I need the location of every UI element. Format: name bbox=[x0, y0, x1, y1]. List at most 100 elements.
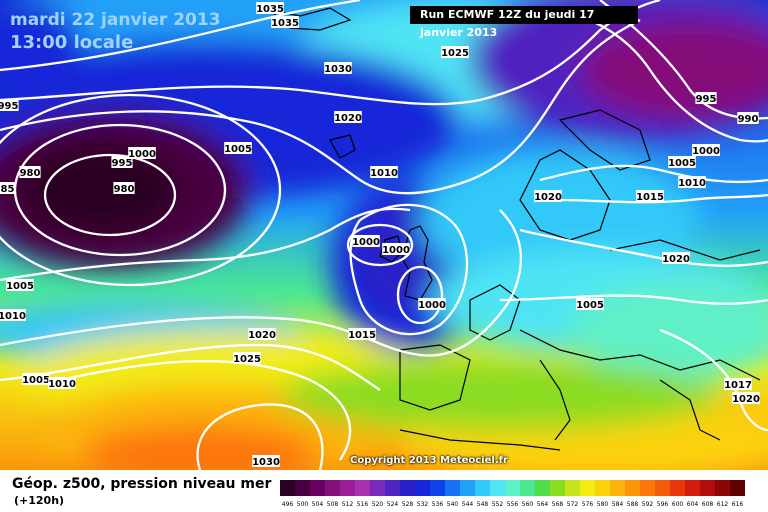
isobar-label-bg bbox=[678, 176, 706, 188]
isobar-label-bg bbox=[724, 378, 752, 390]
isobar-label-bg bbox=[576, 298, 604, 310]
scale-tick-label: 500 bbox=[297, 501, 309, 508]
scale-swatch-536 bbox=[430, 480, 445, 496]
isobar-label: 1000 bbox=[692, 146, 720, 157]
scale-swatch-600 bbox=[670, 480, 685, 496]
scale-tick-label: 580 bbox=[597, 501, 609, 508]
scale-swatch-556 bbox=[505, 480, 520, 496]
scale-tick-label: 544 bbox=[462, 501, 474, 508]
isobar-label: 1015 bbox=[636, 192, 664, 203]
isobar-label: 1005 bbox=[224, 144, 252, 155]
scale-tick-label: 552 bbox=[492, 501, 504, 508]
isobar-label: 985 bbox=[0, 184, 14, 195]
isobar-label-bg bbox=[256, 2, 284, 14]
isobar-label-bg bbox=[224, 142, 252, 154]
isobar-label-bg bbox=[334, 111, 362, 123]
coastlines bbox=[267, 7, 761, 451]
isobar-label-bg bbox=[128, 147, 156, 159]
scale-swatch-604 bbox=[685, 480, 700, 496]
isobar-label-bg bbox=[19, 166, 41, 178]
scale-tick-label: 564 bbox=[537, 501, 549, 508]
isobar-label: 995 bbox=[112, 158, 133, 169]
scale-swatch-584 bbox=[610, 480, 625, 496]
scale-tick-label: 616 bbox=[732, 501, 744, 508]
legend-bar: Géop. z500, pression niveau mer (+120h) … bbox=[0, 470, 768, 512]
isobar-label-bg bbox=[352, 235, 380, 247]
scale-tick-label: 516 bbox=[357, 501, 369, 508]
scale-swatch-616 bbox=[730, 480, 745, 496]
isobar-label-bg bbox=[370, 166, 398, 178]
copyright-notice: Copyright 2013 Meteociel.fr bbox=[350, 455, 508, 466]
isobar-label-bg bbox=[382, 243, 410, 255]
legend-field-title: Géop. z500, pression niveau mer bbox=[12, 476, 272, 492]
scale-tick-label: 608 bbox=[702, 501, 714, 508]
pressure-geopotential-map: 1035103510251030995980985980995990100010… bbox=[0, 0, 768, 470]
isobar-label: 1010 bbox=[370, 168, 398, 179]
isobar-label-bg bbox=[0, 182, 15, 194]
isobar-label-bg bbox=[22, 373, 50, 385]
isobar-label: 1025 bbox=[233, 354, 261, 365]
isobar-label-bg bbox=[248, 328, 276, 340]
isobar-label-bg bbox=[324, 62, 352, 74]
scale-tick-label: 508 bbox=[327, 501, 339, 508]
scale-swatch-496 bbox=[280, 480, 295, 496]
scale-swatch-552 bbox=[490, 480, 505, 496]
isobar-label-bg bbox=[113, 182, 135, 194]
isobar-label-bg bbox=[0, 309, 26, 321]
scale-tick-label: 540 bbox=[447, 501, 459, 508]
colour-scale: 496 500 504 508 512 516 520 524 528 532 536 540 544 5… bbox=[280, 480, 745, 508]
scale-swatch-540 bbox=[445, 480, 460, 496]
isobar-label: 980 bbox=[114, 184, 135, 195]
scale-tick-label: 584 bbox=[612, 501, 624, 508]
isobar-label: 1000 bbox=[128, 149, 156, 160]
isobar-label: 995 bbox=[0, 101, 18, 112]
scale-swatch-612 bbox=[715, 480, 730, 496]
scale-swatch-592 bbox=[640, 480, 655, 496]
isobar-label-bg bbox=[636, 190, 664, 202]
isobar-label: 1010 bbox=[48, 379, 76, 390]
scale-swatch-588 bbox=[625, 480, 640, 496]
scale-swatch-572 bbox=[565, 480, 580, 496]
scale-swatch-564 bbox=[535, 480, 550, 496]
isobar-label-bg bbox=[695, 92, 717, 104]
scale-swatch-524 bbox=[385, 480, 400, 496]
scale-tick-label: 588 bbox=[627, 501, 639, 508]
scale-tick-label: 496 bbox=[282, 501, 294, 508]
isobar-label: 1020 bbox=[732, 394, 760, 405]
geopotential-field-blobs bbox=[0, 0, 768, 470]
isobar-label: 990 bbox=[738, 114, 759, 125]
isobar-label: 1035 bbox=[271, 18, 299, 29]
isobar-label-bg bbox=[348, 328, 376, 340]
isobar-label-bg bbox=[252, 455, 280, 467]
scale-swatch-516 bbox=[355, 480, 370, 496]
isobar-label-bg bbox=[111, 156, 133, 168]
scale-tick-label: 600 bbox=[672, 501, 684, 508]
isobar-label: 1000 bbox=[352, 237, 380, 248]
isobar-label-bg bbox=[732, 392, 760, 404]
scale-swatch-532 bbox=[415, 480, 430, 496]
isobar-label: 1025 bbox=[441, 48, 469, 59]
scale-tick-label: 576 bbox=[582, 501, 594, 508]
scale-swatch-500 bbox=[295, 480, 310, 496]
scale-swatch-596 bbox=[655, 480, 670, 496]
isobar-label: 1030 bbox=[324, 64, 352, 75]
model-run-label: Run ECMWF 12Z du jeudi 17 janvier 2013 bbox=[410, 6, 638, 39]
scale-swatch-528 bbox=[400, 480, 415, 496]
scale-tick-label: 560 bbox=[522, 501, 534, 508]
isobar-label: 1005 bbox=[576, 300, 604, 311]
scale-tick-label: 596 bbox=[657, 501, 669, 508]
isobar-label: 1020 bbox=[334, 113, 362, 124]
scale-tick-label: 572 bbox=[567, 501, 579, 508]
isobar-label: 1010 bbox=[678, 178, 706, 189]
isobar-label: 1020 bbox=[662, 254, 690, 265]
scale-swatch-548 bbox=[475, 480, 490, 496]
scale-swatch-568 bbox=[550, 480, 565, 496]
isobar-label: 1000 bbox=[382, 245, 410, 256]
scale-swatch-544 bbox=[460, 480, 475, 496]
scale-swatch-512 bbox=[340, 480, 355, 496]
isobar-label-bg bbox=[6, 279, 34, 291]
scale-tick-label: 604 bbox=[687, 501, 699, 508]
scale-tick-label: 568 bbox=[552, 501, 564, 508]
scale-tick-label: 592 bbox=[642, 501, 654, 508]
